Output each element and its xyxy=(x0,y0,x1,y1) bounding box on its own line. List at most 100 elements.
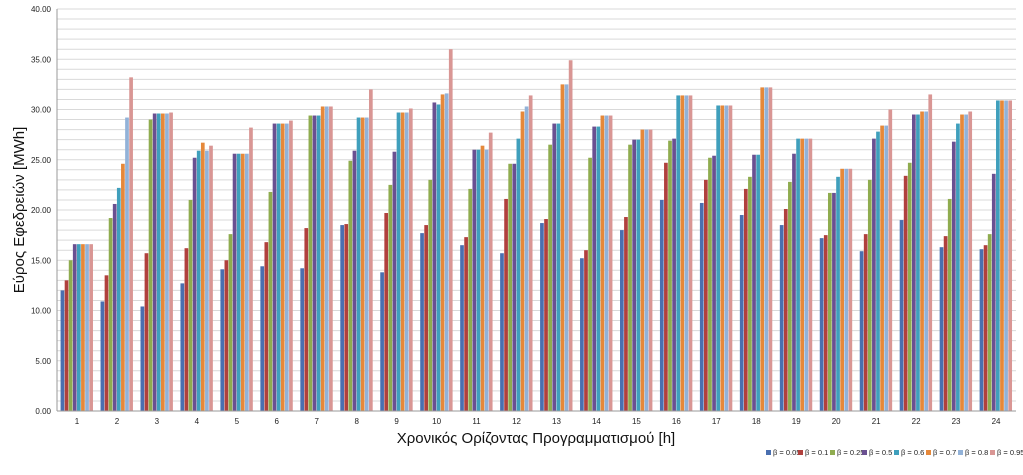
bar xyxy=(592,126,597,411)
bar xyxy=(983,245,988,411)
bar xyxy=(876,131,880,412)
bar xyxy=(240,153,245,411)
bar xyxy=(488,132,493,411)
bar xyxy=(348,160,353,411)
bar xyxy=(640,129,645,411)
bar xyxy=(907,162,912,411)
legend-swatch xyxy=(830,450,835,455)
bar xyxy=(396,112,401,412)
bar xyxy=(987,234,992,411)
y-tick-label: 30.00 xyxy=(31,106,52,115)
bar xyxy=(436,104,441,411)
legend-item: β = 0.7 xyxy=(926,448,956,457)
y-tick-label: 10.00 xyxy=(31,307,52,316)
bar xyxy=(720,105,725,411)
bar xyxy=(796,138,800,411)
legend-item: β = 0.1 xyxy=(798,448,828,457)
bar xyxy=(888,109,893,411)
bar xyxy=(752,154,756,412)
legend-label: β = 0.25 xyxy=(837,448,864,457)
bar xyxy=(356,117,361,411)
bar xyxy=(739,215,744,411)
bar xyxy=(260,266,265,411)
bar xyxy=(308,115,313,411)
bar xyxy=(600,115,605,411)
bar xyxy=(568,60,573,411)
bar xyxy=(360,117,365,411)
bar xyxy=(788,181,792,411)
bar xyxy=(480,145,485,411)
bar xyxy=(524,106,529,411)
gridlines xyxy=(57,8,1016,402)
bar xyxy=(464,237,468,411)
bar xyxy=(716,105,721,411)
y-tick-label: 0.00 xyxy=(35,407,51,416)
y-axis-title: Εύρος Εφεδρειών [MWh] xyxy=(11,127,28,294)
legend-label: β = 0.6 xyxy=(901,448,924,457)
bar xyxy=(844,168,849,411)
bar xyxy=(903,175,908,411)
bar xyxy=(920,111,924,411)
x-tick-label: 21 xyxy=(872,417,881,426)
legend-swatch xyxy=(862,450,867,455)
y-tick-label: 20.00 xyxy=(31,206,52,215)
bar xyxy=(72,244,77,411)
bar xyxy=(848,168,853,411)
bar xyxy=(340,225,344,411)
bar xyxy=(636,139,641,411)
bar xyxy=(996,100,1000,412)
legend-swatch xyxy=(926,450,931,455)
legend-label: β = 0.7 xyxy=(933,448,956,457)
bar xyxy=(956,123,960,411)
bar xyxy=(280,123,285,411)
legend-label: β = 0.8 xyxy=(965,448,988,457)
bar xyxy=(484,149,489,411)
x-tick-label: 19 xyxy=(792,417,801,426)
bar xyxy=(300,268,305,411)
bar xyxy=(684,95,689,412)
bar xyxy=(180,283,185,411)
bar xyxy=(668,140,672,411)
bar xyxy=(89,244,93,411)
bar xyxy=(85,244,89,411)
bar xyxy=(152,113,157,412)
bar xyxy=(468,188,473,411)
bar xyxy=(228,234,233,411)
x-axis-title: Χρονικός Ορίζοντας Προγραμματισμού [h] xyxy=(397,430,675,447)
x-tick-label: 23 xyxy=(952,417,961,426)
bar xyxy=(792,153,796,411)
bar xyxy=(991,173,996,411)
bar xyxy=(827,192,832,411)
bar xyxy=(188,199,193,411)
bar xyxy=(289,120,293,411)
legend-item: β = 0.5 xyxy=(862,448,892,457)
bar xyxy=(169,112,173,412)
y-tick-label: 5.00 xyxy=(35,357,51,366)
bar xyxy=(245,153,249,411)
x-tick-label: 9 xyxy=(394,417,399,426)
bar xyxy=(520,111,525,411)
bar xyxy=(620,230,624,411)
bar xyxy=(924,111,928,411)
bar xyxy=(224,260,229,411)
x-tick-label: 16 xyxy=(672,417,681,426)
bar xyxy=(420,233,424,411)
x-tick-labels: 1 2 3 4 5 6 7 8 9 10 11 12 13 14 15 16 17 18 19 20 21 22 23 24 xyxy=(75,417,1001,426)
bar xyxy=(779,225,784,411)
bar xyxy=(704,179,708,411)
bar xyxy=(312,115,317,411)
bar xyxy=(200,142,205,412)
bar xyxy=(880,125,884,411)
bar xyxy=(324,106,329,411)
y-tick-label: 35.00 xyxy=(31,55,52,64)
bar xyxy=(380,272,384,411)
bar xyxy=(320,106,325,411)
bar xyxy=(804,138,809,411)
bar xyxy=(284,123,289,411)
x-tick-label: 8 xyxy=(354,417,359,426)
bar xyxy=(400,112,405,412)
x-tick-label: 5 xyxy=(235,417,240,426)
bar xyxy=(388,184,393,412)
bar xyxy=(708,157,712,411)
